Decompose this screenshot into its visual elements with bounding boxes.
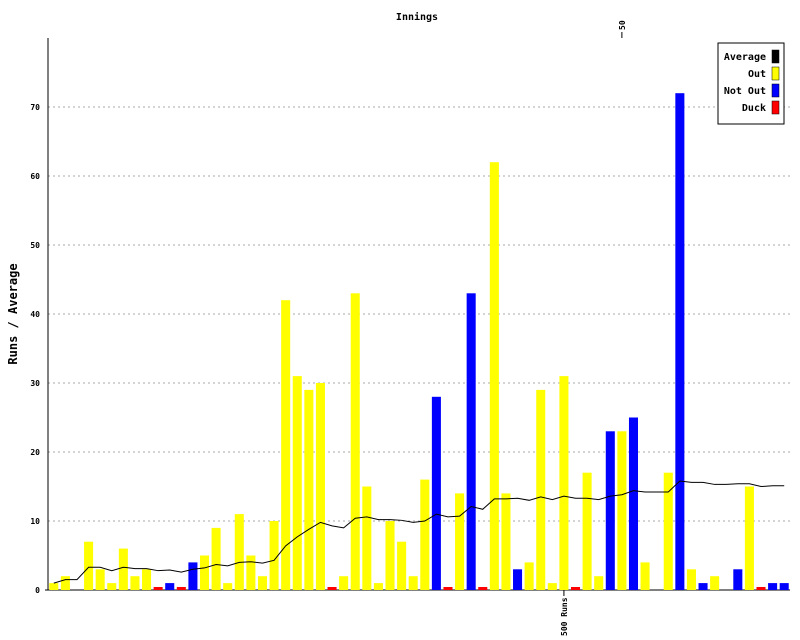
bar	[478, 587, 488, 590]
bar	[524, 562, 534, 590]
bar	[153, 587, 163, 590]
legend-label: Average	[724, 52, 766, 63]
bar	[107, 583, 117, 590]
legend-swatch	[771, 83, 780, 98]
y-tick-label: 60	[30, 172, 40, 181]
bar	[95, 569, 105, 590]
y-tick-label: 70	[30, 103, 40, 112]
y-tick-label: 40	[30, 310, 40, 319]
bar	[513, 569, 523, 590]
y-tick-label: 10	[30, 517, 40, 526]
bar	[397, 541, 407, 590]
bar	[559, 376, 569, 590]
bar	[710, 576, 720, 590]
legend-label: Duck	[742, 103, 766, 114]
bar	[49, 583, 59, 590]
legend-swatch	[771, 49, 780, 64]
bar	[339, 576, 349, 590]
bar	[547, 583, 557, 590]
y-tick-label: 30	[30, 379, 40, 388]
bar	[420, 479, 430, 590]
bar	[605, 431, 615, 590]
chart-title: Innings	[396, 11, 438, 23]
bar	[165, 583, 175, 590]
bar	[686, 569, 696, 590]
bar	[698, 583, 708, 590]
bar	[489, 162, 499, 590]
bar	[211, 527, 221, 590]
bar	[594, 576, 604, 590]
bar	[570, 587, 581, 590]
bar	[373, 583, 383, 590]
bar	[675, 93, 685, 590]
bar	[779, 583, 789, 590]
bar	[443, 587, 453, 590]
bar	[640, 562, 650, 590]
bar	[431, 396, 441, 590]
bar	[768, 583, 778, 590]
y-tick-label: 50	[30, 241, 40, 250]
bar	[408, 576, 418, 590]
legend-label: Out	[748, 69, 766, 80]
bar	[756, 587, 766, 590]
bar	[281, 300, 291, 590]
bar	[466, 293, 476, 590]
legend-swatch	[771, 66, 780, 81]
legend-label: Not Out	[724, 86, 766, 97]
bar	[292, 376, 302, 590]
bar	[257, 576, 268, 590]
bar	[350, 293, 360, 590]
bar	[188, 562, 198, 590]
bar	[118, 548, 128, 590]
bar	[234, 514, 244, 590]
y-tick-label: 0	[35, 586, 40, 595]
bar	[536, 389, 546, 590]
legend-swatch	[771, 100, 780, 115]
bar	[663, 472, 673, 590]
bar	[628, 417, 639, 590]
bar	[223, 583, 233, 590]
bar	[733, 569, 743, 590]
bar	[582, 472, 592, 590]
bar	[362, 486, 372, 590]
bar	[142, 569, 152, 590]
bar	[385, 521, 395, 590]
bar	[501, 493, 511, 590]
bar	[327, 587, 337, 590]
milestone-label: 500 Runs	[560, 597, 569, 636]
bar	[199, 555, 210, 590]
bar	[130, 576, 140, 590]
bar	[744, 486, 754, 590]
y-axis-label: Runs / Average	[6, 263, 20, 364]
bar	[315, 383, 325, 590]
bar	[84, 541, 94, 590]
legend: Average Out Not Out Duck	[717, 42, 785, 125]
bar	[176, 587, 186, 590]
bar	[269, 521, 279, 590]
bar	[60, 576, 70, 590]
milestone-label: 50	[618, 20, 627, 30]
bar	[455, 493, 465, 590]
bar	[617, 431, 627, 590]
bar	[304, 389, 314, 590]
bar	[246, 555, 256, 590]
average-line	[53, 480, 785, 584]
y-tick-label: 20	[30, 448, 40, 457]
